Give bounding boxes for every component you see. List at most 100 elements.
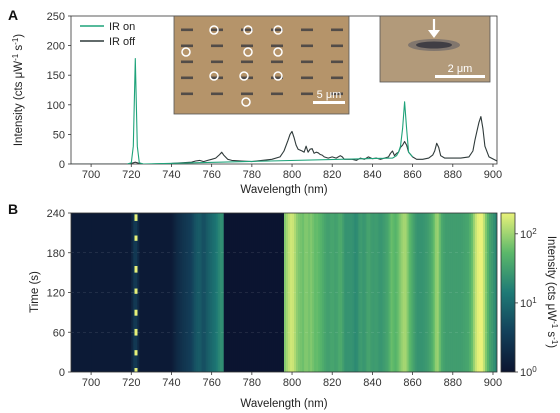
heatmap-column — [81, 213, 84, 372]
heatmap-column — [396, 213, 399, 372]
heatmap-column — [195, 213, 198, 372]
heatmap-column — [474, 213, 478, 372]
heatmap-column — [310, 213, 313, 372]
heatmap-column — [290, 213, 293, 372]
colorbar-tick-label: 102 — [520, 227, 537, 241]
array-emitter-mark — [271, 76, 283, 80]
colorbar-tick-label: 100 — [520, 365, 537, 379]
heatmap-column — [91, 213, 94, 372]
heatmap-column — [77, 213, 80, 372]
legend-label-ir-off: IR off — [109, 36, 136, 48]
heatmap-column — [384, 213, 387, 372]
inset-array-scale-bar — [313, 101, 345, 104]
panel-label-a: A — [8, 7, 18, 23]
panel-b-y-tick-label: 180 — [47, 248, 65, 260]
heatmap-column — [267, 213, 271, 372]
selected-emitter-circle — [243, 25, 253, 35]
heatmap-column — [314, 213, 317, 372]
panel-b-x-axis-label: Wavelength (nm) — [240, 398, 327, 410]
arrow-down-icon — [428, 30, 440, 38]
heatmap-column — [199, 213, 203, 372]
panel-b-y-tick-label: 60 — [53, 327, 65, 339]
heatmap-column — [372, 213, 375, 372]
heatmap-column — [414, 213, 418, 372]
heatmap-column — [247, 213, 251, 372]
heatmap-column — [324, 213, 327, 372]
heatmap-column — [426, 213, 430, 372]
heatmap-column — [408, 213, 411, 372]
heatmap-column — [362, 213, 365, 372]
heatmap-column — [123, 213, 126, 372]
heatmap-column — [286, 213, 289, 372]
heatmap-column — [89, 213, 92, 372]
heatmap-column — [95, 213, 98, 372]
heatmap-column — [275, 213, 279, 372]
heatmap-blink-segment — [134, 309, 138, 316]
heatmap-column — [99, 213, 102, 372]
heatmap-column — [458, 213, 462, 372]
array-emitter-mark — [181, 44, 193, 48]
heatmap-column — [281, 213, 285, 372]
heatmap-column — [255, 213, 259, 372]
array-emitter-mark — [241, 28, 253, 32]
heatmap-column — [452, 213, 456, 372]
heatmap-column — [288, 213, 291, 372]
heatmap-column — [436, 213, 440, 372]
heatmap-column — [390, 213, 393, 372]
heatmap-column — [444, 213, 448, 372]
heatmap-column — [231, 213, 235, 372]
heatmap-column — [137, 213, 140, 372]
heatmap-column — [121, 213, 124, 372]
heatmap-column — [207, 213, 211, 372]
selected-emitter-circle — [209, 71, 219, 81]
heatmap-column — [153, 213, 156, 372]
heatmap-column — [239, 213, 243, 372]
heatmap-column — [334, 213, 337, 372]
heatmap-column — [450, 213, 454, 372]
heatmap-column — [370, 213, 373, 372]
emitter-core — [416, 41, 452, 49]
heatmap-column — [163, 213, 166, 372]
inset-emitter-scale-label: 2 μm — [448, 63, 473, 75]
heatmap-column — [269, 213, 273, 372]
panel-b-x-tick-label: 880 — [444, 377, 462, 389]
heatmap-column — [87, 213, 90, 372]
heatmap-column — [75, 213, 78, 372]
selected-emitter-circle — [239, 71, 249, 81]
heatmap-blink-segment — [134, 235, 138, 241]
heatmap-column — [322, 213, 325, 372]
heatmap-blink-segment — [134, 288, 138, 294]
heatmap-column — [394, 213, 397, 372]
heatmap-column — [127, 213, 130, 372]
heatmap-column — [350, 213, 353, 372]
heatmap-column — [430, 213, 434, 372]
array-emitter-mark — [181, 28, 193, 32]
panel-b-heatmap: 700 720 740 760 780 800 820 840 860 880 900 0 60 120… — [47, 208, 503, 389]
panel-b-x-tick-label: 780 — [243, 377, 261, 389]
heatmap-column — [177, 213, 180, 372]
heatmap-column — [386, 213, 389, 372]
heatmap-column — [107, 213, 110, 372]
heatmap-column — [227, 213, 231, 372]
heatmap-column — [79, 213, 82, 372]
heatmap-column — [486, 213, 490, 372]
heatmap-column — [235, 213, 239, 372]
panel-a-y-tick-label: 0 — [59, 159, 65, 171]
panel-a-x-tick-label: 880 — [444, 169, 462, 181]
panel-a-y-tick-label: 50 — [53, 129, 65, 141]
series-line-ir-off — [71, 116, 497, 164]
heatmap-column — [93, 213, 96, 372]
heatmap-column — [302, 213, 305, 372]
panel-b-y-tick-label: 120 — [47, 288, 65, 300]
heatmap-column — [251, 213, 255, 372]
selected-emitter-circle — [273, 47, 283, 57]
panel-a-spectrum: 700 720 740 760 780 800 820 840 860 880 900 0 50 100… — [47, 11, 503, 181]
heatmap-column — [237, 213, 241, 372]
panel-a-x-tick-label: 820 — [323, 169, 341, 181]
heatmap-column — [105, 213, 108, 372]
heatmap-blink-segment — [134, 328, 138, 336]
heatmap-column — [211, 213, 215, 372]
heatmap-column — [155, 213, 158, 372]
heatmap-column — [446, 213, 450, 372]
panel-b-x-tick-label: 820 — [323, 377, 341, 389]
